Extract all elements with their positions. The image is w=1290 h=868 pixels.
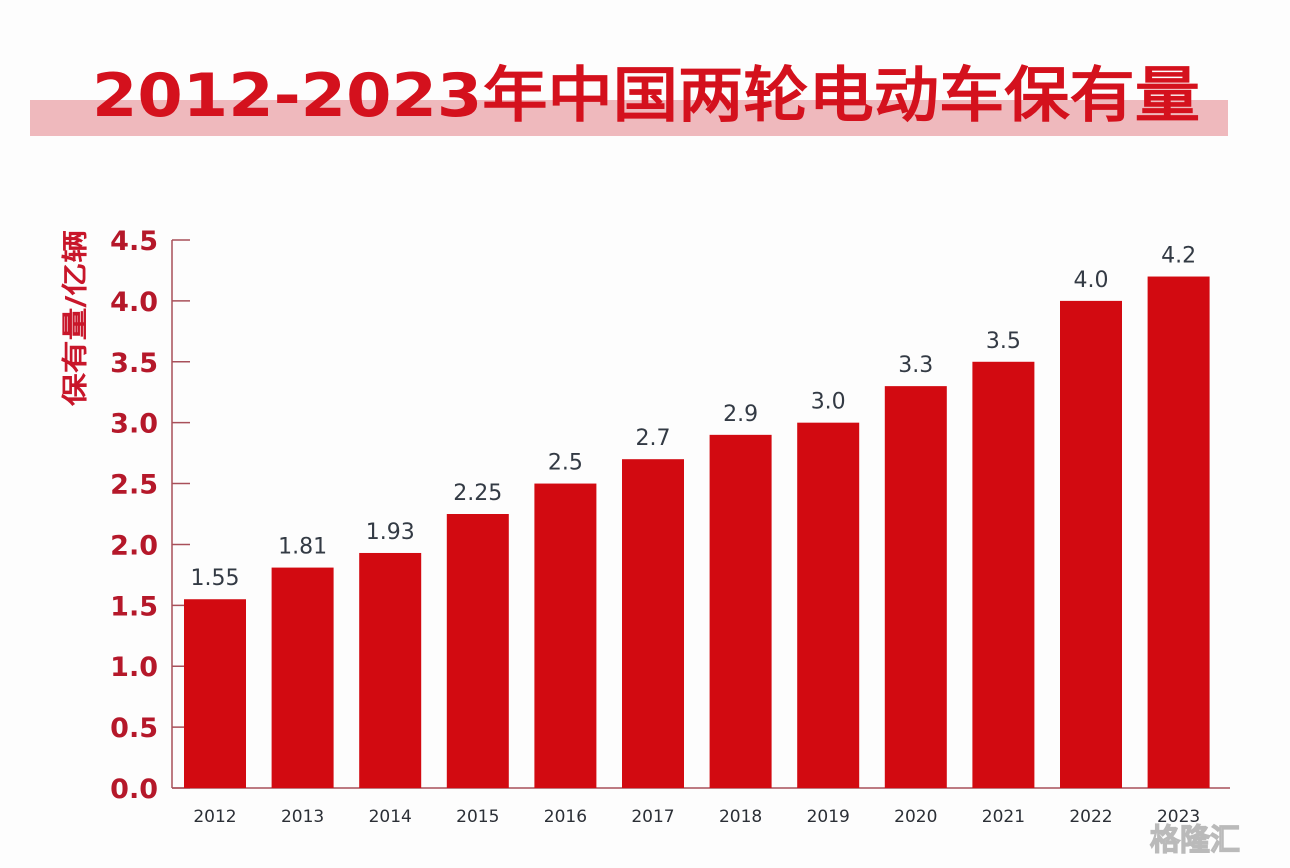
bar-2015 <box>446 514 509 788</box>
bar-2021 <box>972 361 1035 788</box>
data-label: 4.2 <box>1161 244 1196 269</box>
x-tick-label: 2012 <box>193 807 236 827</box>
bar-2012 <box>184 599 246 788</box>
bar-2016 <box>534 483 597 788</box>
x-tick-label: 2017 <box>631 807 674 827</box>
watermark-text: 格隆汇 <box>1150 823 1240 858</box>
x-tick-label: 2021 <box>982 807 1025 827</box>
bar-2013 <box>271 567 334 788</box>
data-label: 2.5 <box>548 451 583 476</box>
bar-2017 <box>622 459 684 788</box>
y-tick-label: 1.5 <box>110 591 158 622</box>
y-axis-label: 保有量/亿辆 <box>61 230 91 407</box>
data-label: 3.5 <box>986 329 1021 354</box>
data-label: 3.3 <box>898 353 933 378</box>
data-label: 1.93 <box>366 520 415 545</box>
title-band <box>30 100 1228 136</box>
bar-2014 <box>359 552 422 788</box>
y-tick-label: 2.5 <box>110 470 158 501</box>
data-label: 1.55 <box>191 566 240 591</box>
data-label: 2.9 <box>723 402 758 427</box>
x-tick-label: 2015 <box>456 807 499 827</box>
y-tick-label: 3.5 <box>110 348 158 379</box>
x-tick-label: 2020 <box>894 807 937 827</box>
bar-2018 <box>709 434 772 788</box>
x-tick-label: 2013 <box>281 807 324 827</box>
y-tick-label: 4.5 <box>110 226 158 257</box>
x-tick-label: 2016 <box>544 807 587 827</box>
chart-title: 2012-2023年中国两轮电动车保有量 <box>92 61 1200 131</box>
data-label: 1.81 <box>278 535 327 560</box>
y-tick-label: 2.0 <box>110 530 158 561</box>
x-tick-label: 2014 <box>369 807 412 827</box>
data-label: 2.25 <box>453 481 502 506</box>
x-tick-label: 2019 <box>807 807 850 827</box>
x-tick-label: 2018 <box>719 807 762 827</box>
y-tick-label: 1.0 <box>110 652 158 683</box>
x-tick-label: 2022 <box>1069 807 1112 827</box>
bar-2022 <box>1060 300 1122 788</box>
bar-2020 <box>884 386 947 788</box>
y-tick-label: 4.0 <box>110 287 158 318</box>
y-tick-label: 0.0 <box>110 774 158 805</box>
data-label: 4.0 <box>1074 268 1109 293</box>
bar-2023 <box>1147 276 1210 788</box>
data-label: 3.0 <box>811 390 846 415</box>
y-tick-label: 3.0 <box>110 409 158 440</box>
y-tick-label: 0.5 <box>110 713 158 744</box>
watermark: 格隆汇 <box>1149 822 1240 858</box>
bar-2019 <box>797 422 860 788</box>
x-tick-label: 2023 <box>1157 807 1200 827</box>
data-label: 2.7 <box>636 426 671 451</box>
